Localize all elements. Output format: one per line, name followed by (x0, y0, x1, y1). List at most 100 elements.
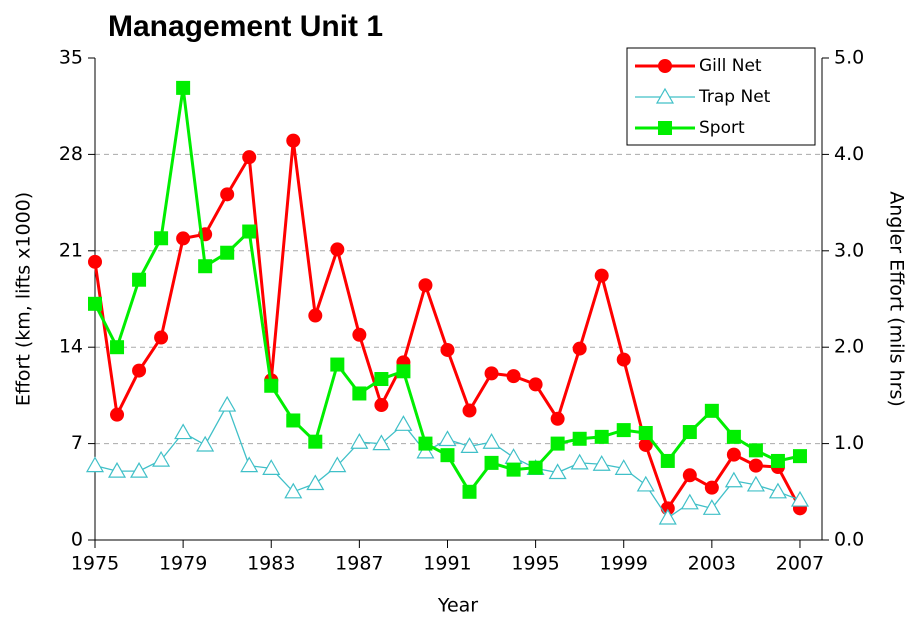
marker (768, 482, 787, 499)
y2-axis-label: Angler Effort (mils hrs) (886, 191, 908, 407)
marker (550, 411, 565, 426)
marker (308, 434, 323, 449)
marker (746, 475, 765, 492)
x-tick-label: 1983 (247, 553, 295, 575)
marker (85, 456, 105, 473)
marker (330, 357, 345, 372)
marker (154, 231, 169, 246)
marker (242, 150, 257, 165)
marker (306, 474, 325, 491)
marker (418, 436, 433, 451)
x-tick-label: 2007 (776, 553, 824, 575)
marker (462, 403, 477, 418)
marker (374, 372, 389, 387)
marker (726, 447, 741, 462)
y-tick-label: 28 (59, 143, 83, 165)
marker (748, 443, 763, 458)
marker (636, 475, 655, 492)
y-tick-label: 14 (59, 336, 83, 358)
marker (374, 398, 389, 413)
marker (286, 133, 301, 148)
marker (660, 453, 675, 468)
y2-tick-label: 4.0 (834, 143, 864, 165)
marker (704, 403, 719, 418)
marker (308, 308, 323, 323)
marker (350, 433, 369, 449)
marker (702, 499, 721, 515)
marker (110, 407, 125, 422)
x-tick-label: 1995 (511, 553, 559, 575)
marker (418, 278, 433, 293)
marker (264, 378, 279, 393)
marker (107, 461, 127, 478)
marker (484, 455, 499, 470)
marker (748, 458, 763, 473)
marker (682, 425, 697, 440)
marker (396, 364, 411, 379)
legend-marker (658, 121, 672, 135)
marker (132, 363, 147, 378)
marker (594, 429, 609, 444)
marker (570, 453, 589, 470)
marker (484, 366, 499, 381)
marker (240, 456, 259, 473)
marker (504, 448, 523, 464)
marker (196, 435, 215, 452)
marker (770, 453, 785, 468)
y2-tick-label: 5.0 (834, 47, 864, 69)
marker (616, 423, 631, 438)
marker (724, 471, 743, 488)
marker (592, 455, 611, 471)
marker (704, 480, 719, 495)
x-tick-label: 1979 (159, 553, 207, 575)
marker (372, 434, 391, 451)
legend-label: Gill Net (699, 56, 762, 76)
legend-marker (658, 59, 672, 73)
marker (550, 436, 565, 451)
marker (110, 340, 125, 355)
legend-label: Trap Net (698, 87, 771, 107)
marker (440, 342, 455, 357)
marker (88, 254, 102, 269)
marker (130, 461, 149, 478)
marker (220, 187, 235, 202)
marker (198, 259, 213, 274)
marker (88, 296, 102, 311)
marker (394, 415, 413, 431)
marker (682, 468, 697, 483)
marker (528, 377, 543, 392)
marker (638, 425, 653, 440)
marker (440, 448, 455, 463)
x-tick-label: 1991 (423, 553, 471, 575)
marker (614, 459, 633, 475)
x-tick-label: 1999 (600, 553, 648, 575)
marker (176, 231, 191, 246)
marker (482, 433, 501, 449)
y-tick-label: 7 (71, 432, 83, 454)
x-tick-label: 1987 (335, 553, 383, 575)
marker (790, 490, 810, 507)
marker (658, 508, 677, 525)
marker (506, 462, 521, 477)
marker (328, 456, 347, 473)
marker (330, 242, 345, 257)
y-tick-label: 0 (71, 529, 83, 551)
marker (352, 327, 367, 342)
x-tick-label: 1975 (71, 553, 119, 575)
chart-title: Management Unit 1 (108, 10, 383, 43)
marker (220, 245, 235, 260)
y-tick-label: 35 (59, 47, 83, 69)
y2-tick-label: 1.0 (834, 432, 864, 454)
marker (462, 484, 477, 499)
marker (174, 423, 193, 440)
marker (548, 463, 567, 480)
marker (132, 272, 147, 287)
marker (176, 80, 191, 95)
legend-marker (655, 87, 675, 104)
marker (506, 369, 521, 384)
marker (152, 450, 171, 467)
marker (262, 459, 281, 475)
marker (726, 429, 741, 444)
marker (242, 224, 257, 239)
